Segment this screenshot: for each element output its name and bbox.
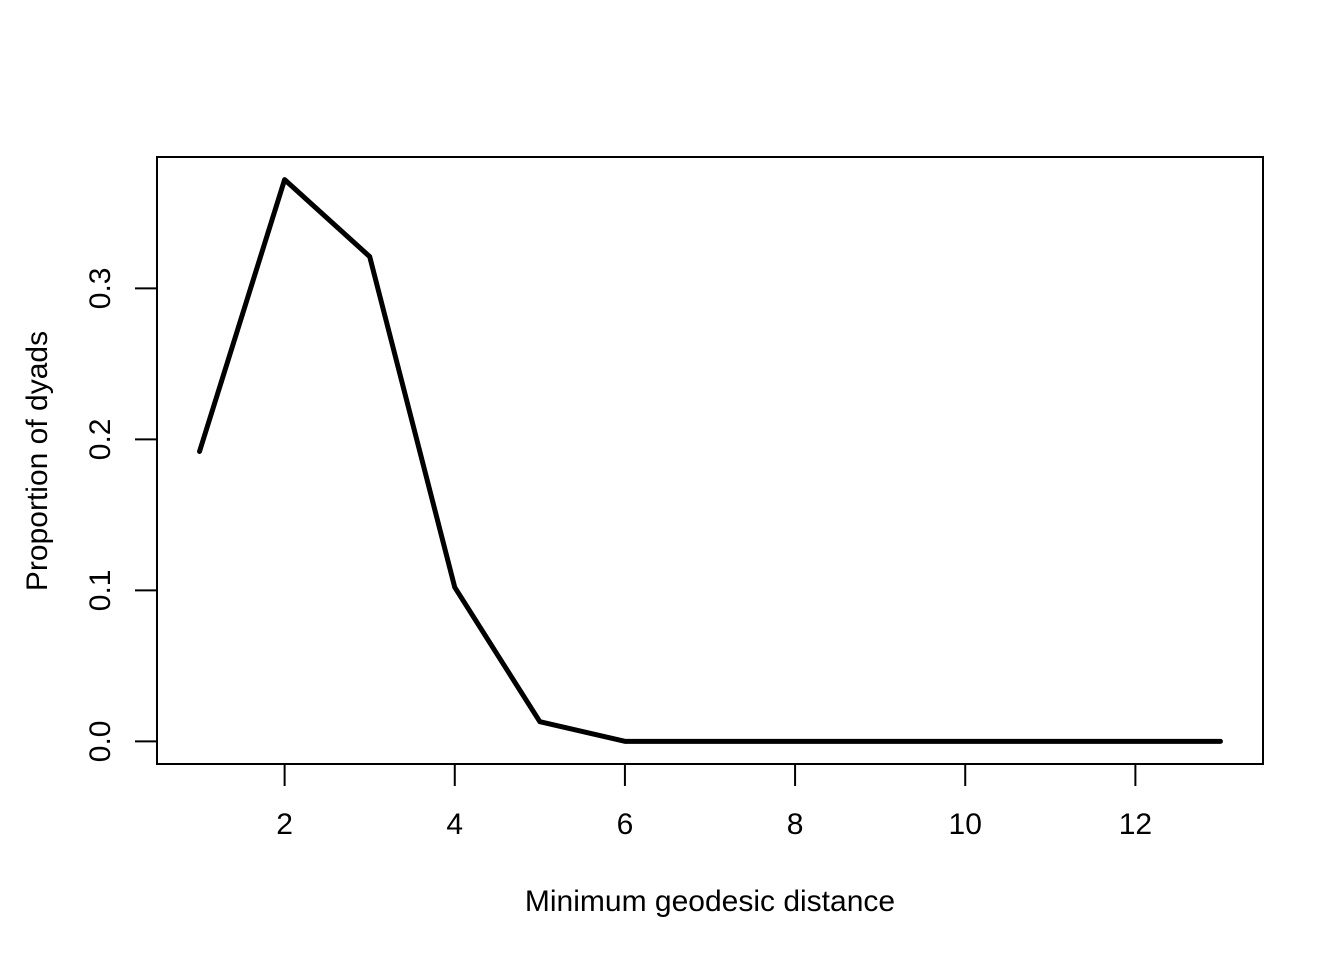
y-axis: 0.0 0.1 0.2 0.3: [84, 268, 157, 762]
series-line: [197, 177, 1223, 744]
series-layer: [197, 177, 1223, 744]
plot-frame: [156, 156, 1264, 765]
y-tick-label: 0.1: [84, 569, 117, 611]
x-tick-label: 4: [446, 808, 463, 841]
x-tick-label: 10: [949, 808, 982, 841]
x-tick-label: 12: [1119, 808, 1152, 841]
x-axis: 2 4 6 8 10 12: [276, 764, 1152, 841]
y-tick-label: 0.3: [84, 268, 117, 310]
y-axis-label: Proportion of dyads: [21, 331, 54, 591]
x-tick-label: 2: [276, 808, 293, 841]
y-tick-label: 0.0: [84, 720, 117, 762]
x-tick-label: 6: [617, 808, 634, 841]
y-tick-label: 0.2: [84, 419, 117, 461]
x-axis-label: Minimum geodesic distance: [525, 885, 895, 918]
x-tick-label: 8: [787, 808, 804, 841]
